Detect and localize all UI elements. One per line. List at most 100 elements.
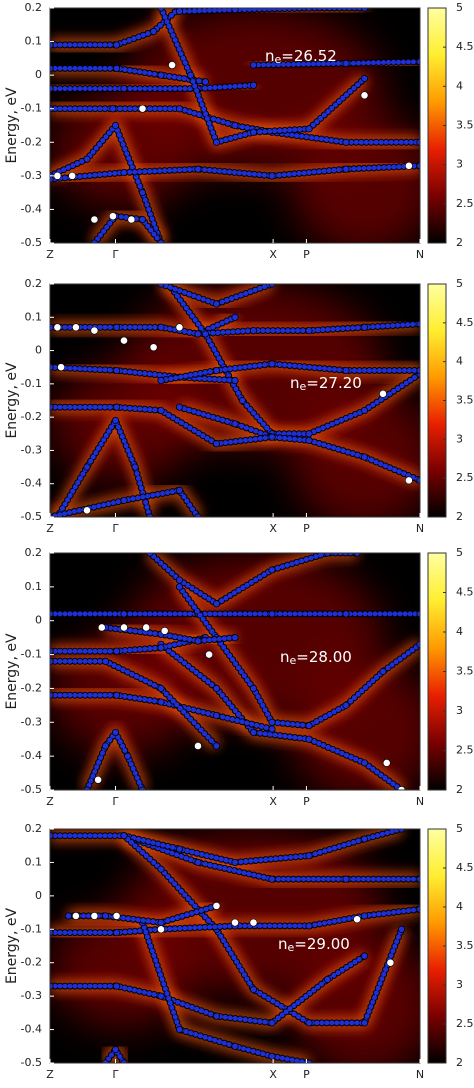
band-point	[212, 684, 221, 693]
band-point	[150, 27, 158, 36]
colorbar-tick-label: 5	[456, 1, 463, 14]
band-point	[360, 912, 369, 920]
band-point	[50, 691, 54, 699]
band-line	[50, 658, 219, 749]
band-point	[50, 403, 54, 411]
band-point	[113, 647, 121, 655]
band-point	[157, 239, 165, 243]
band-point	[131, 463, 139, 471]
highlight-point	[94, 775, 102, 784]
band-point	[268, 725, 276, 733]
y-tick-label: -0.2	[21, 956, 42, 969]
y-tick-label: -0.2	[21, 135, 42, 148]
colorbar-tick-label: 3	[456, 158, 463, 171]
plot-area	[50, 553, 420, 790]
band-point	[249, 985, 258, 994]
y-tick-label: -0.5	[21, 510, 42, 523]
band-point	[120, 496, 128, 504]
band-point	[360, 323, 369, 331]
band-point	[157, 406, 165, 415]
y-tick-label: 0.2	[25, 1, 43, 14]
band-point	[360, 952, 369, 960]
x-tick-label: Z	[46, 1068, 54, 1081]
annotation-n: n	[265, 47, 275, 65]
band-point	[268, 172, 276, 180]
band-point	[268, 718, 276, 726]
band-line	[50, 635, 208, 654]
band-point	[194, 330, 202, 338]
band-point	[323, 975, 332, 984]
band-point	[111, 416, 120, 425]
y-tick-label: 0.2	[25, 546, 43, 559]
colorbar-tick-label: 5	[456, 546, 463, 559]
band-point	[157, 644, 165, 652]
band-point	[157, 865, 165, 873]
band-point	[113, 64, 121, 73]
band-point	[268, 566, 276, 574]
band-point	[342, 165, 350, 173]
band-point	[50, 64, 54, 73]
y-tick-label: -0.3	[21, 715, 42, 728]
highlight-point	[112, 912, 121, 920]
band-point	[231, 121, 239, 130]
annotation-value: =26.52	[281, 47, 337, 65]
band-point	[157, 284, 165, 288]
highlight-point	[53, 323, 62, 332]
x-tick-label: N	[416, 1068, 424, 1081]
x-tick-label: Γ	[112, 1068, 119, 1081]
y-tick-label: -0.4	[21, 1023, 42, 1036]
band-point	[175, 8, 184, 15]
band-point	[101, 912, 110, 920]
highlight-point	[231, 918, 239, 927]
highlight-point	[157, 925, 165, 934]
y-tick-label: -0.2	[21, 681, 42, 694]
colorbar-tick-label: 2	[456, 236, 463, 249]
band-line	[177, 404, 420, 483]
band-line	[177, 584, 420, 729]
band-point	[194, 165, 202, 173]
y-tick-label: -0.5	[21, 783, 42, 796]
band-point	[120, 832, 128, 840]
band-point	[360, 1019, 369, 1027]
y-tick-label: 0	[35, 614, 42, 627]
annotation-value: =28.00	[296, 648, 352, 666]
y-tick-label: 0.1	[25, 580, 43, 593]
band-point	[187, 71, 195, 79]
background-glow	[290, 659, 420, 790]
band-point	[305, 326, 313, 335]
band-point	[101, 657, 110, 665]
band-point	[379, 667, 387, 676]
band-point	[175, 845, 184, 853]
highlight-point	[90, 326, 99, 335]
band-point	[305, 436, 313, 445]
band-point	[305, 125, 313, 133]
band-point	[342, 138, 350, 146]
highlight-point	[142, 623, 151, 632]
x-tick-label: Z	[46, 795, 54, 808]
highlight-point	[97, 623, 106, 632]
band-point	[120, 610, 128, 618]
highlight-point	[109, 212, 117, 221]
colorbar-tick-label: 2	[456, 783, 463, 796]
x-tick-label: Γ	[112, 795, 119, 808]
highlight-point	[194, 742, 202, 750]
y-tick-label: 0.1	[25, 35, 43, 48]
x-tick-label: X	[269, 795, 277, 808]
y-tick-label: -0.4	[21, 477, 42, 490]
band-point	[50, 832, 54, 840]
band-point	[113, 691, 121, 699]
band-point	[305, 852, 313, 860]
highlight-point	[404, 161, 413, 170]
annotation: ne=29.00	[278, 935, 350, 955]
band-point	[157, 684, 165, 693]
band-point	[113, 929, 121, 937]
band-line	[177, 8, 367, 14]
band-point	[212, 600, 221, 608]
band-point	[397, 925, 406, 933]
colorbar-tick-label: 4.5	[456, 586, 474, 599]
y-tick-label: -0.5	[21, 236, 42, 249]
highlight-point	[127, 215, 136, 224]
band-point	[238, 396, 246, 405]
band-point	[50, 84, 54, 93]
y-tick-label: -0.4	[21, 749, 42, 762]
